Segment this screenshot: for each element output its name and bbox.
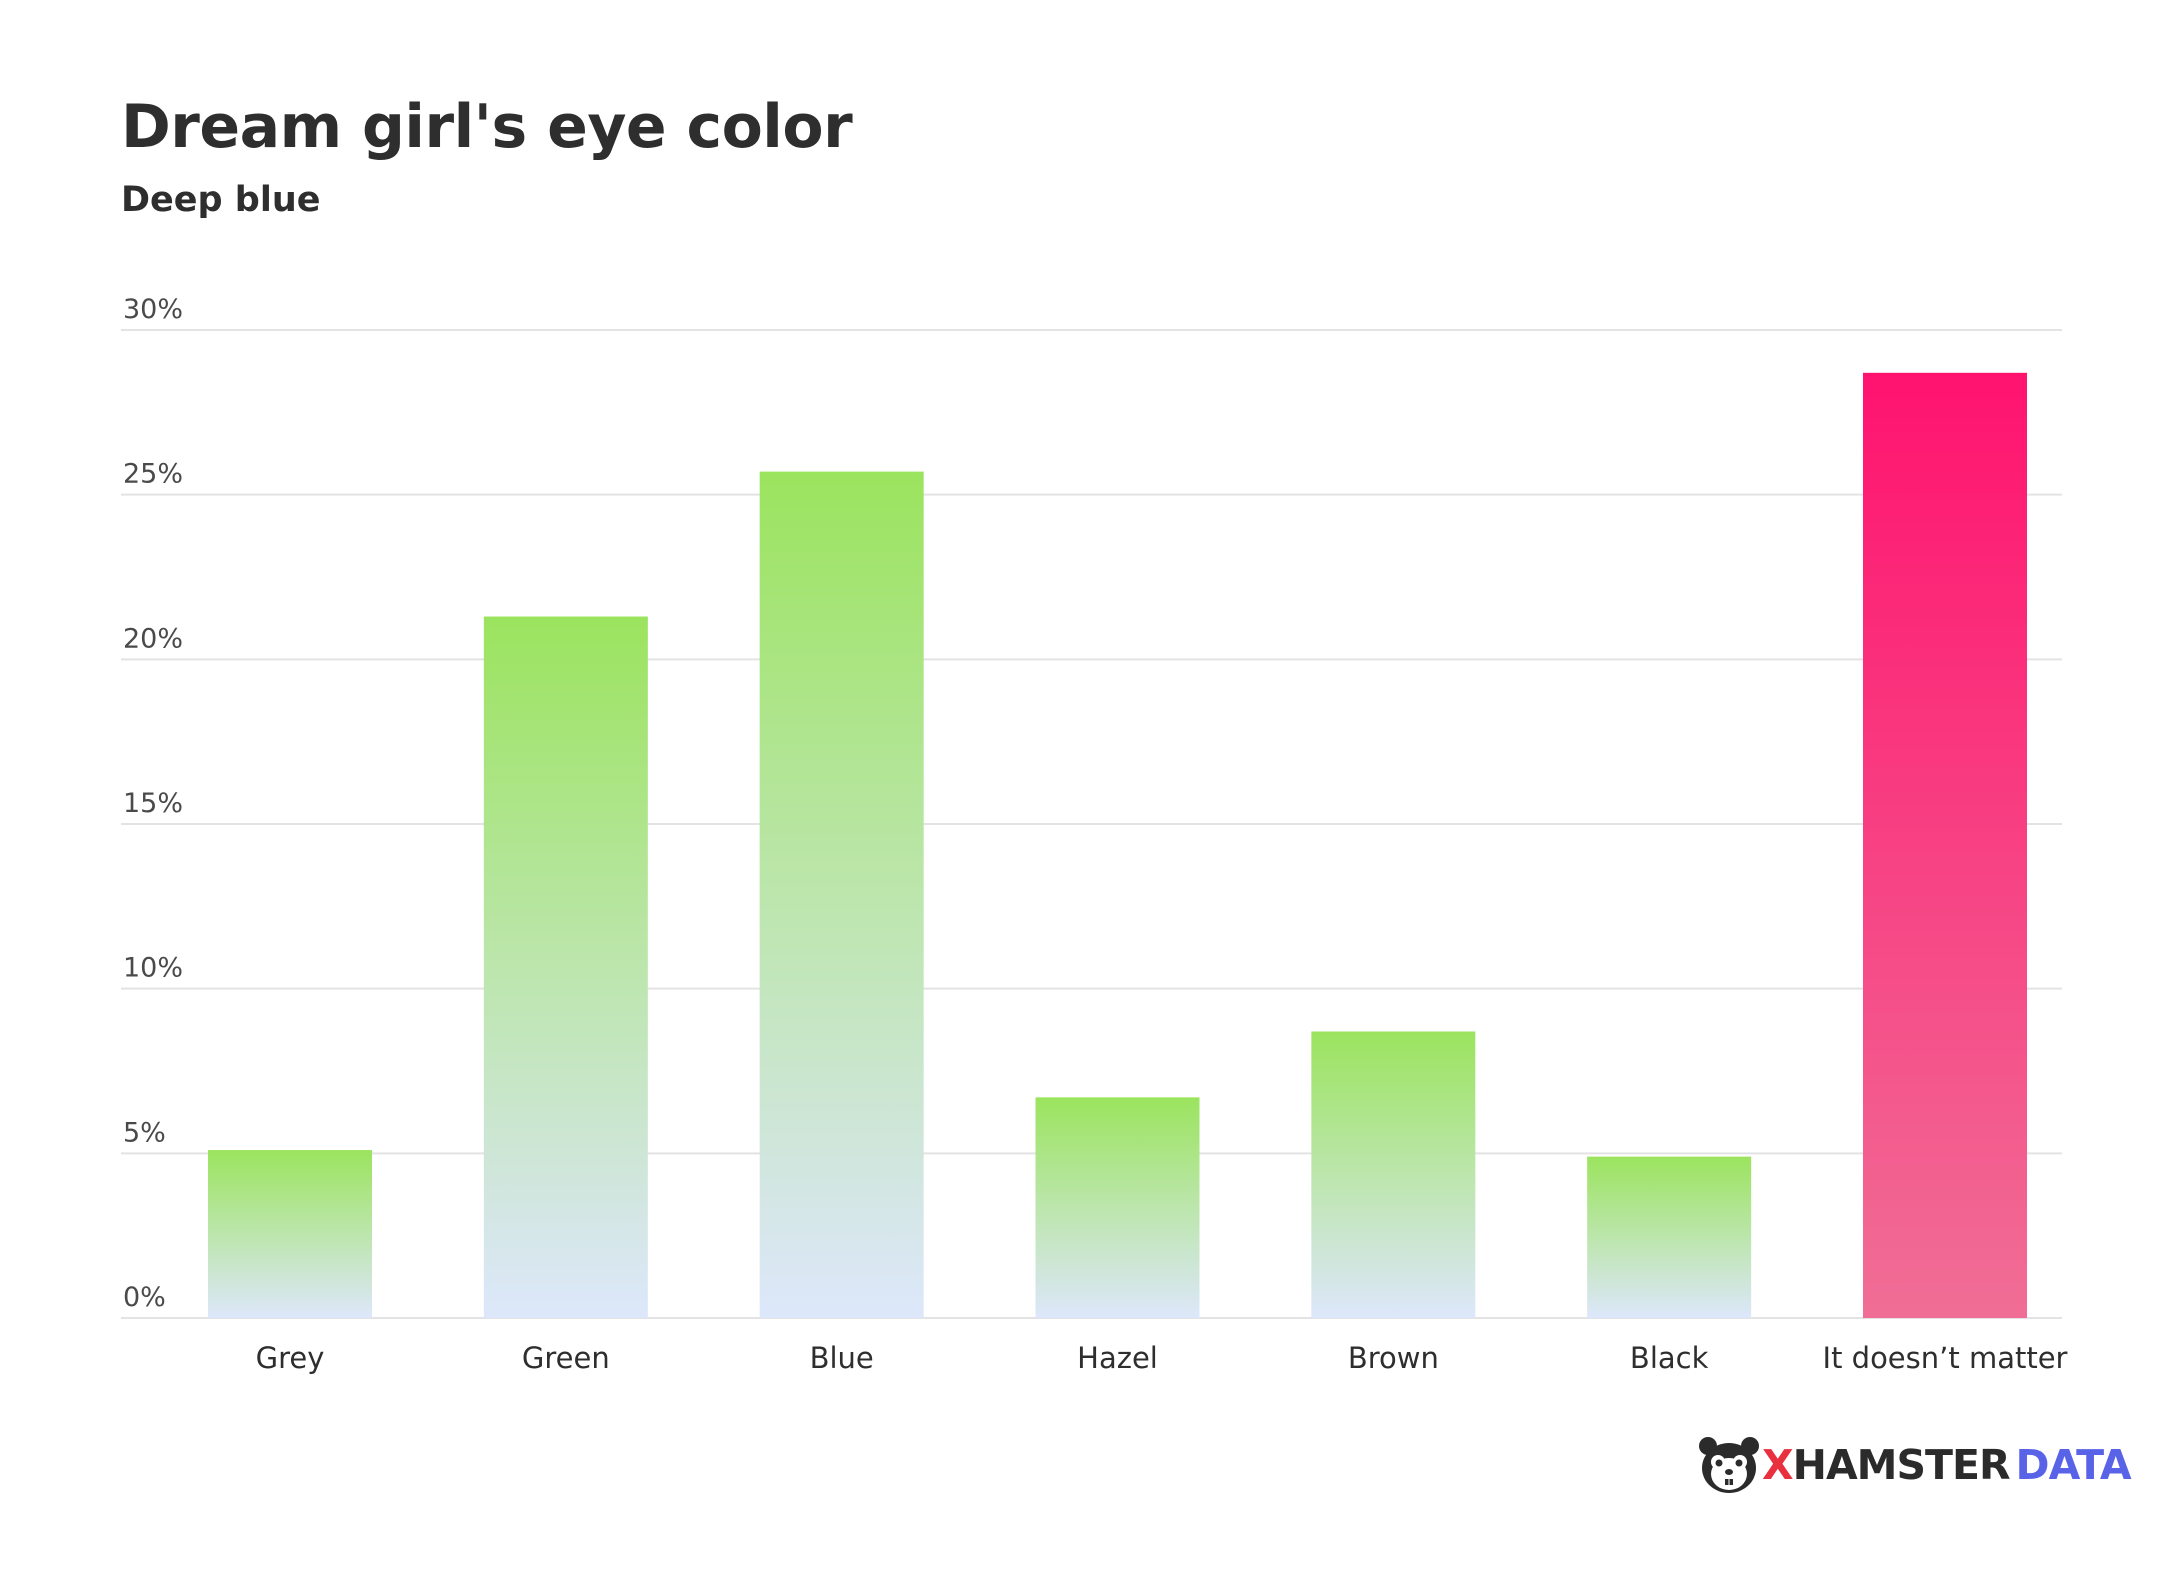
x-category-label: It doesn’t matter: [1823, 1341, 2068, 1375]
bar-blue: [759, 471, 924, 1318]
bar-black: [1587, 1156, 1752, 1318]
x-category-label: Black: [1630, 1341, 1709, 1375]
grid-lines: 0% 5% 10% 15% 20% 25% 30%: [121, 294, 2062, 1319]
y-tick-label: 5%: [123, 1117, 166, 1148]
chart-title: Dream girl's eye color: [121, 92, 853, 162]
bar-it-doesn-t-matter: [1863, 372, 2027, 1318]
category-labels: Grey Green Blue Hazel Brown Black It doesn’t m…: [256, 1341, 2068, 1375]
y-tick-label: 30%: [123, 294, 183, 325]
y-tick-label: 25%: [123, 459, 183, 490]
hamster-icon: [1699, 1437, 1759, 1493]
y-tick-label: 10%: [123, 953, 183, 984]
bar-hazel: [1035, 1097, 1200, 1318]
x-category-label: Green: [522, 1341, 610, 1375]
y-tick-label: 0%: [123, 1282, 166, 1313]
y-tick-label: 15%: [123, 788, 183, 819]
bar-green: [483, 616, 648, 1318]
bar-brown: [1311, 1031, 1476, 1318]
bar-grey: [208, 1150, 372, 1318]
x-category-label: Blue: [810, 1341, 874, 1375]
x-category-label: Grey: [256, 1341, 325, 1375]
chart-subtitle: Deep blue: [121, 180, 321, 220]
y-tick-label: 20%: [123, 623, 183, 654]
logo-x: X: [1762, 1441, 1794, 1489]
logo-hamster: HAMSTER: [1792, 1441, 2011, 1489]
logo-data: DATA: [2015, 1441, 2132, 1489]
bars: [208, 372, 2027, 1318]
x-category-label: Brown: [1348, 1341, 1439, 1375]
xhamster-data-logo: XHAMSTER DATA: [1696, 1432, 2132, 1498]
x-category-label: Hazel: [1077, 1341, 1158, 1375]
logo-wordmark: XHAMSTER DATA: [1762, 1441, 2132, 1489]
